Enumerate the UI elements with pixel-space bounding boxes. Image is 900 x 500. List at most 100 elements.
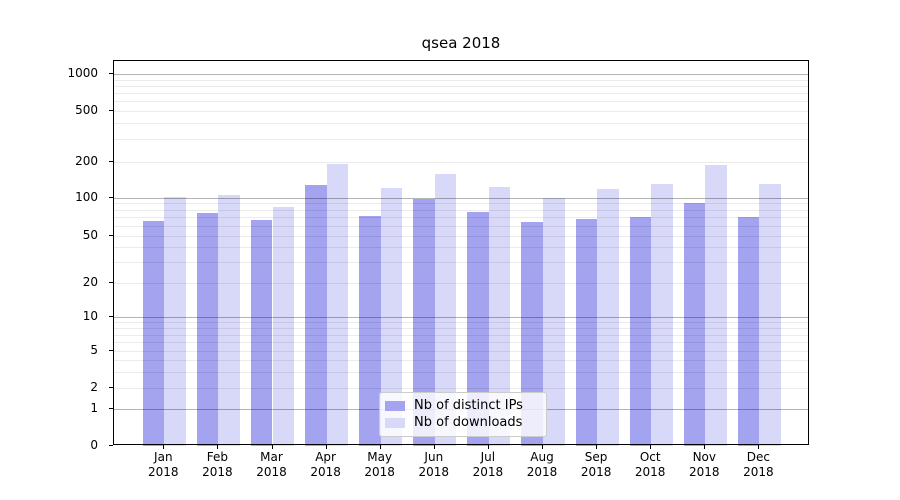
x-tick-label: Jan 2018 [148,450,179,479]
x-tick-label: Mar 2018 [256,450,287,479]
y-tick-label: 2 [90,379,98,394]
gridline-minor [114,371,808,373]
x-tick-label: Oct 2018 [634,450,666,479]
gridline-minor [114,247,808,249]
bar-distinct-ips [359,215,381,446]
legend-swatch-downloads [385,417,405,428]
gridline-minor [114,360,808,362]
gridline-minor [114,217,808,219]
y-tick-label: 5 [90,343,98,358]
bar-downloads [218,194,240,446]
gridline-minor [114,342,808,344]
gridline-minor [114,328,808,329]
y-tick-label: 10 [82,309,98,323]
x-tick-mark [487,445,489,449]
bar-distinct-ips [575,218,598,446]
gridline-minor [114,262,808,263]
gridline-minor [114,322,808,324]
x-tick-mark [704,445,706,449]
x-tick-mark [271,445,273,449]
bar-downloads [434,174,457,446]
bar-distinct-ips [737,217,760,446]
x-tick-label: May 2018 [364,450,395,479]
gridline-minor [114,236,808,237]
x-tick-label: Aug 2018 [526,450,558,479]
x-tick-label: Apr 2018 [310,450,341,479]
gridline-minor [114,79,808,81]
x-tick-mark [163,445,165,449]
y-tick-mark [109,408,113,410]
bar-distinct-ips [305,185,327,446]
y-tick-label: 1 [90,401,98,416]
legend-item-downloads: Nb of downloads [385,414,540,431]
gridline-minor [114,138,808,140]
gridline-major [114,74,808,75]
legend-item-distinct-ips: Nb of distinct IPs [385,397,540,414]
gridline-minor [114,351,808,353]
y-tick-mark [109,445,113,446]
gridline-minor [114,161,808,163]
bar-downloads [272,207,295,446]
x-tick-label: Jun 2018 [418,450,450,479]
y-tick-label: 0 [90,438,98,452]
gridline-minor [114,225,808,227]
plot-area [113,60,809,446]
y-tick-mark [109,386,113,388]
y-tick-mark [109,196,113,198]
x-tick-mark [217,445,219,449]
x-tick-label: Sep 2018 [580,450,612,479]
bar-downloads [597,188,619,446]
y-tick-label: 1000 [67,66,98,80]
y-tick-mark [109,281,113,283]
bar-downloads [651,183,673,446]
y-tick-mark [109,109,113,111]
gridline-major [114,197,808,199]
x-tick-mark [325,445,327,449]
x-tick-mark [433,445,435,449]
y-tick-label: 100 [75,189,98,204]
x-tick-mark [542,445,543,449]
bar-distinct-ips [521,222,543,446]
bar-distinct-ips [629,216,652,446]
y-tick-label: 200 [75,153,98,168]
x-tick-label: Feb 2018 [202,450,233,479]
chart-title: qsea 2018 [421,34,501,52]
bar-distinct-ips [413,199,435,446]
gridline-minor [114,334,808,336]
x-tick-mark [650,445,652,449]
x-tick-label: Dec 2018 [743,450,774,479]
y-tick-label: 20 [82,274,98,289]
gridline-minor [114,85,808,87]
bar-downloads [705,164,727,446]
y-tick-mark [109,316,113,317]
bar-downloads [164,197,186,446]
legend-label-downloads: Nb of downloads [414,414,523,430]
legend-label-distinct-ips: Nb of distinct IPs [414,397,523,413]
bar-distinct-ips [142,221,165,446]
y-tick-mark [109,235,113,236]
bar-distinct-ips [196,212,219,446]
bar-distinct-ips [467,212,489,446]
bar-distinct-ips [683,203,706,446]
bar-downloads [759,183,781,446]
x-tick-label: Jul 2018 [472,450,504,479]
bar-distinct-ips [250,219,273,446]
bar-downloads [543,198,565,446]
gridline-minor [114,110,808,112]
bar-downloads [326,164,349,446]
gridline-minor [114,100,808,102]
gridline-minor [114,387,808,389]
bar-downloads [488,187,511,446]
y-tick-mark [109,73,113,74]
x-tick-mark [379,445,381,449]
y-tick-label: 500 [75,102,98,117]
legend-swatch-distinct-ips [385,400,405,411]
gridline-minor [114,122,808,124]
gridline-minor [114,203,808,205]
gridline-minor [114,282,808,284]
x-tick-label: Nov 2018 [689,450,720,479]
x-tick-mark [758,445,760,449]
y-tick-mark [109,160,113,162]
gridline-major [114,317,808,318]
